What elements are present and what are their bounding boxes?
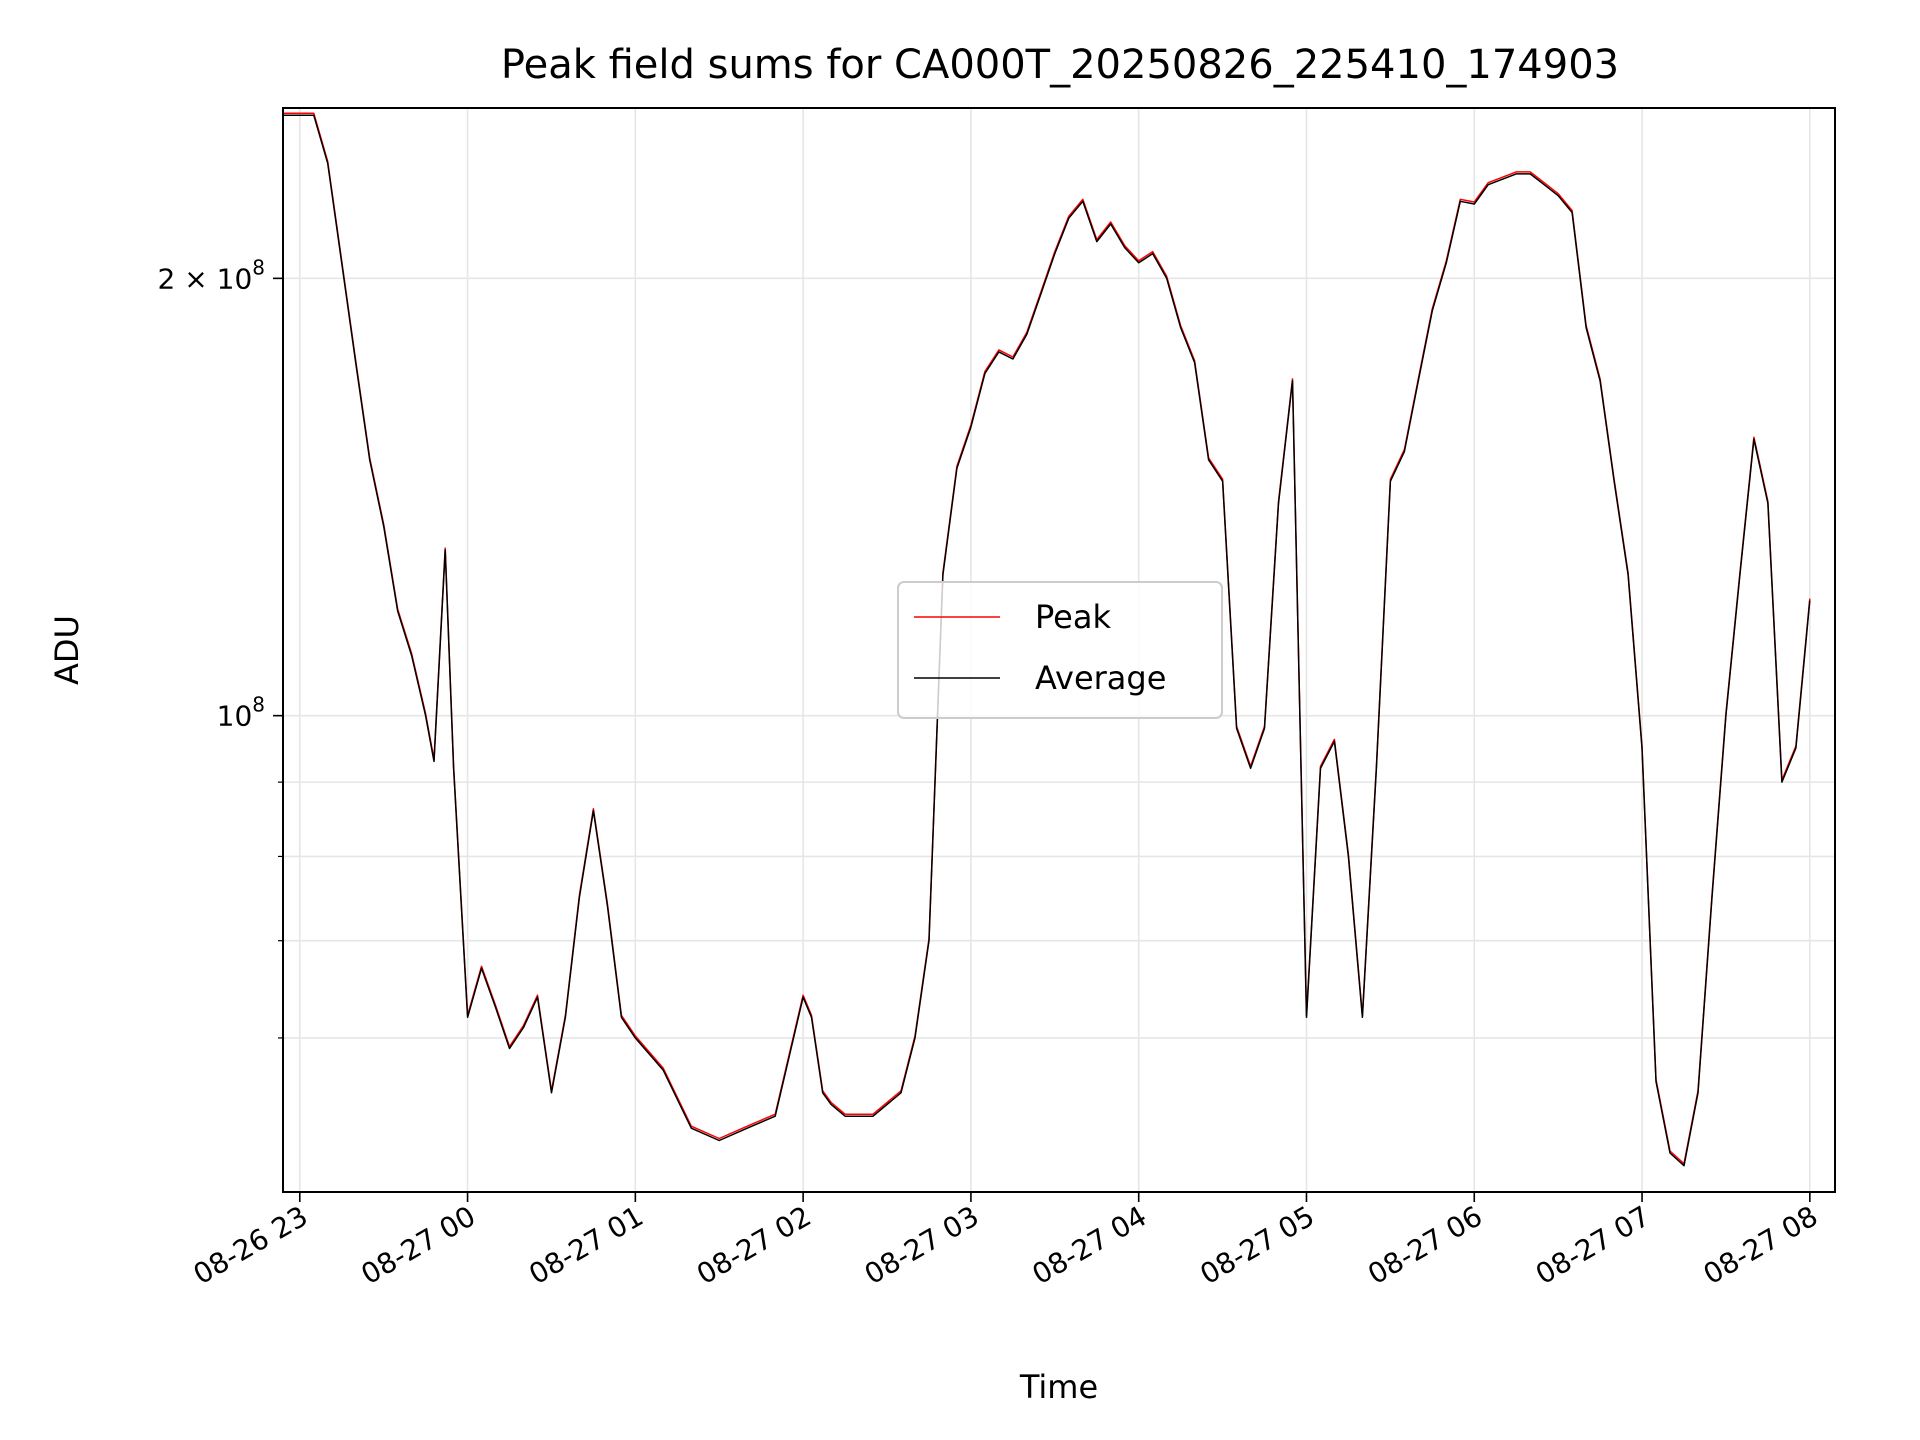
legend-label-average: Average: [1035, 659, 1166, 697]
legend-label-peak: Peak: [1035, 598, 1111, 636]
y-tick-label: 108: [217, 693, 265, 733]
x-axis-label: Time: [1019, 1368, 1098, 1406]
legend-box: [897, 581, 1223, 719]
axes-frame: [282, 107, 1836, 1193]
y-axis: 108 2 × 108: [158, 255, 283, 1039]
y-axis-label: ADU: [48, 615, 86, 685]
chart-title: Peak field sums for CA000T_20250826_2254…: [501, 42, 1619, 88]
y-tick-label: 2 × 108: [158, 255, 265, 295]
series-line-average: [283, 114, 1811, 1167]
plot-area: [283, 112, 1811, 1167]
legend: Peak Average: [897, 581, 1223, 719]
